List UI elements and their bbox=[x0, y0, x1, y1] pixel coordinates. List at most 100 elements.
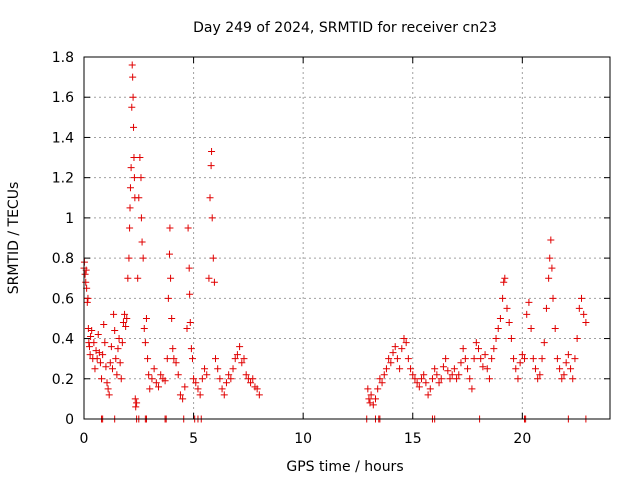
data-point bbox=[426, 385, 434, 393]
data-point bbox=[488, 355, 496, 363]
data-point bbox=[137, 214, 145, 222]
data-point bbox=[111, 327, 119, 335]
data-point bbox=[571, 355, 579, 363]
data-point bbox=[201, 365, 209, 373]
data-point bbox=[196, 391, 204, 399]
data-point bbox=[418, 375, 426, 383]
data-point bbox=[124, 274, 132, 282]
data-point bbox=[545, 274, 553, 282]
data-point bbox=[560, 371, 568, 379]
data-point bbox=[121, 310, 129, 318]
data-point bbox=[485, 375, 493, 383]
y-tick-label: 1.8 bbox=[52, 50, 74, 66]
data-point bbox=[102, 363, 110, 371]
data-point bbox=[382, 365, 390, 373]
data-point bbox=[133, 399, 141, 407]
data-point bbox=[573, 335, 581, 343]
data-point bbox=[141, 339, 149, 347]
data-point bbox=[98, 375, 106, 383]
data-point bbox=[207, 162, 215, 170]
data-point bbox=[367, 391, 375, 399]
data-point bbox=[186, 290, 194, 298]
data-point bbox=[500, 278, 508, 286]
data-point bbox=[122, 322, 130, 330]
y-tick-label: 0.6 bbox=[52, 291, 74, 307]
data-point bbox=[548, 264, 556, 272]
data-point bbox=[553, 355, 561, 363]
data-point bbox=[169, 345, 177, 353]
data-point bbox=[84, 294, 92, 302]
data-point bbox=[516, 359, 524, 367]
data-point bbox=[130, 154, 138, 162]
data-point bbox=[107, 343, 115, 351]
grid-lines bbox=[84, 57, 610, 419]
data-point bbox=[129, 73, 137, 81]
data-point bbox=[402, 339, 410, 347]
data-point bbox=[108, 365, 116, 373]
data-point bbox=[431, 365, 439, 373]
data-point bbox=[461, 355, 469, 363]
data-point bbox=[172, 359, 180, 367]
data-point bbox=[85, 343, 93, 351]
data-point bbox=[365, 395, 373, 403]
data-point bbox=[218, 385, 226, 393]
data-point bbox=[222, 379, 230, 387]
data-point bbox=[106, 359, 114, 367]
data-point bbox=[481, 351, 489, 359]
data-point bbox=[126, 224, 134, 232]
data-point bbox=[393, 355, 401, 363]
data-point bbox=[136, 154, 144, 162]
data-point bbox=[435, 379, 443, 387]
data-point bbox=[170, 355, 178, 363]
data-point bbox=[247, 379, 255, 387]
data-point bbox=[203, 371, 211, 379]
data-point bbox=[380, 371, 388, 379]
data-point bbox=[455, 371, 463, 379]
data-point bbox=[192, 379, 200, 387]
data-point bbox=[139, 254, 147, 262]
data-point bbox=[477, 355, 485, 363]
data-point bbox=[161, 377, 169, 385]
data-point bbox=[176, 391, 184, 399]
data-point bbox=[439, 363, 447, 371]
data-point bbox=[179, 395, 187, 403]
data-point bbox=[125, 254, 133, 262]
data-point bbox=[119, 318, 127, 326]
data-point bbox=[209, 254, 217, 262]
data-point bbox=[536, 371, 544, 379]
data-point bbox=[140, 325, 148, 332]
data-point bbox=[569, 375, 577, 383]
data-point bbox=[547, 236, 555, 244]
data-point bbox=[220, 391, 228, 399]
data-point bbox=[157, 371, 165, 379]
data-point bbox=[527, 325, 535, 332]
data-point bbox=[83, 298, 91, 306]
data-point bbox=[118, 339, 126, 347]
data-point bbox=[391, 343, 399, 351]
data-point bbox=[214, 365, 222, 373]
data-point bbox=[90, 339, 98, 347]
x-tick-label: 0 bbox=[80, 431, 89, 447]
data-point bbox=[206, 194, 214, 202]
data-point bbox=[470, 355, 478, 363]
x-tick-label: 10 bbox=[294, 431, 312, 447]
data-point bbox=[378, 379, 386, 387]
data-point bbox=[551, 325, 559, 332]
data-point bbox=[185, 264, 193, 272]
data-point bbox=[115, 335, 123, 343]
data-point bbox=[152, 379, 160, 387]
data-point bbox=[514, 375, 522, 383]
data-point bbox=[525, 298, 533, 306]
data-point bbox=[135, 194, 143, 202]
data-point bbox=[542, 304, 550, 312]
data-point bbox=[407, 365, 415, 373]
data-point bbox=[518, 351, 526, 359]
data-point bbox=[187, 345, 195, 353]
data-point bbox=[409, 371, 417, 379]
data-point bbox=[479, 363, 487, 371]
data-point bbox=[163, 355, 171, 363]
data-point bbox=[134, 274, 142, 282]
data-point bbox=[364, 385, 372, 393]
data-point bbox=[128, 61, 136, 69]
y-tick-label: 0.2 bbox=[52, 372, 74, 388]
